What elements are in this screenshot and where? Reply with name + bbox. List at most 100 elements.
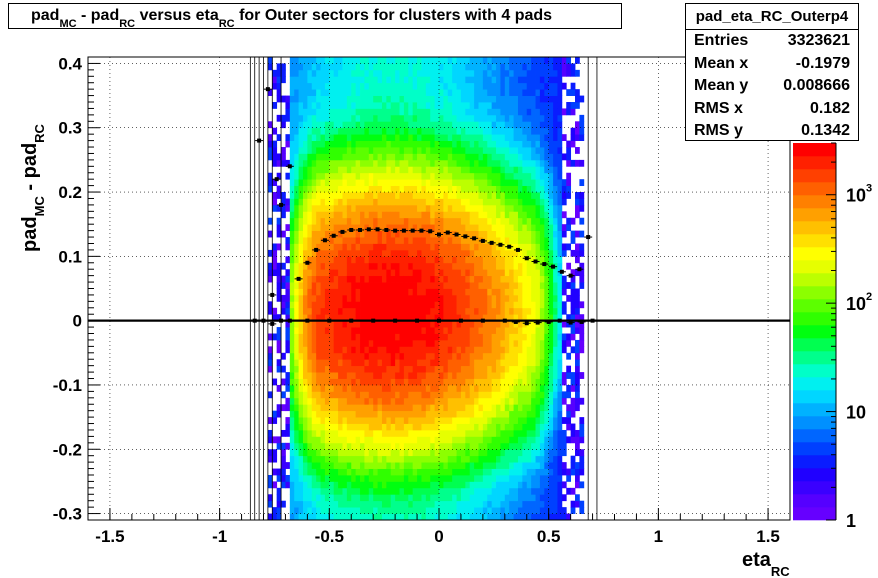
heatmap-cell [333,166,339,174]
heatmap-cell [522,468,528,476]
heatmap-cell [482,314,488,322]
heatmap-cell [500,410,506,418]
heatmap-cell [399,391,405,399]
heatmap-cell [399,269,405,277]
heatmap-cell [561,346,567,354]
heatmap-cell [456,487,462,495]
heatmap-cell [403,307,409,315]
heatmap-cell [452,288,457,296]
heatmap-cell [311,333,317,341]
heatmap-cell [430,198,436,206]
heatmap-cell [311,346,317,354]
heatmap-cell [421,134,427,141]
heatmap-cell [368,76,374,84]
heatmap-cell [544,102,550,109]
heatmap-cell [548,102,554,109]
heatmap-cell [447,243,453,251]
heatmap-cell [316,474,321,482]
heatmap-cell [496,494,501,502]
heatmap-cell [460,282,466,289]
heatmap-cell [465,500,471,508]
heatmap-cell [557,449,563,457]
heatmap-cell [496,249,501,257]
heatmap-cell [338,333,343,341]
heatmap-cell [496,76,501,84]
heatmap-cell [421,378,427,386]
heatmap-cell [285,404,291,412]
heatmap-cell [395,507,400,514]
heatmap-cell [307,275,313,283]
heatmap-cell [531,89,536,96]
heatmap-cell [553,127,558,135]
heatmap-cell [368,372,374,379]
heatmap-cell [544,262,550,270]
heatmap-cell [346,243,352,251]
heatmap-cell [460,185,466,193]
heatmap-cell [267,449,273,457]
heatmap-cell [531,166,536,174]
heatmap-cell [482,327,488,334]
heatmap-cell [294,288,299,296]
heatmap-cell [500,327,506,334]
heatmap-cell [386,134,392,141]
heatmap-cell [487,249,493,257]
heatmap-cell [548,134,554,141]
heatmap-cell [504,204,510,212]
heatmap-cell [360,404,365,412]
heatmap-cell [355,359,361,367]
heatmap-cell [351,365,357,373]
heatmap-cell [329,320,335,328]
heatmap-cell [360,166,365,174]
heatmap-cell [289,481,295,489]
heatmap-cell [355,429,361,437]
heatmap-cell [513,95,519,103]
heatmap-cell [395,327,400,334]
heatmap-cell [531,339,536,347]
heatmap-cell [355,198,361,206]
heatmap-cell [289,500,295,508]
heatmap-cell [439,327,444,334]
heatmap-cell [333,436,339,444]
heatmap-cell [267,172,273,180]
heatmap-cell [329,243,335,251]
heatmap-cell [425,481,431,489]
heatmap-cell [368,487,374,495]
heatmap-cell [355,474,361,482]
heatmap-cell [425,134,431,141]
heatmap-cell [570,108,576,116]
heatmap-cell [417,365,422,373]
heatmap-cell [403,102,409,109]
heatmap-cell [513,249,519,257]
heatmap-cell [324,134,330,141]
heatmap-cell [320,307,326,315]
heatmap-cell [307,57,313,64]
heatmap-cell [298,237,304,244]
heatmap-cell [329,301,335,309]
heatmap-cell [496,372,501,379]
heatmap-cell [500,352,506,360]
heatmap-cell [311,384,317,392]
heatmap-cell [526,282,532,289]
heatmap-cell [443,102,449,109]
heatmap-cell [517,436,523,444]
heatmap-cell [355,95,361,103]
heatmap-cell [408,76,414,84]
heatmap-cell [373,76,378,84]
heatmap-cell [316,352,321,360]
heatmap-cell [487,275,493,283]
heatmap-cell [456,410,462,418]
heatmap-cell [522,198,528,206]
heatmap-cell [487,198,493,206]
heatmap-cell [412,352,418,360]
heatmap-cell [320,159,326,167]
heatmap-cell [311,487,317,495]
heatmap-cell [478,185,484,193]
heatmap-cell [351,378,357,386]
heatmap-cell [535,513,541,520]
heatmap-cell [430,57,436,64]
heatmap-cell [333,140,339,148]
heatmap-cell [522,423,528,431]
heatmap-cell [460,429,466,437]
heatmap-cell [395,301,400,309]
heatmap-cell [513,494,519,502]
